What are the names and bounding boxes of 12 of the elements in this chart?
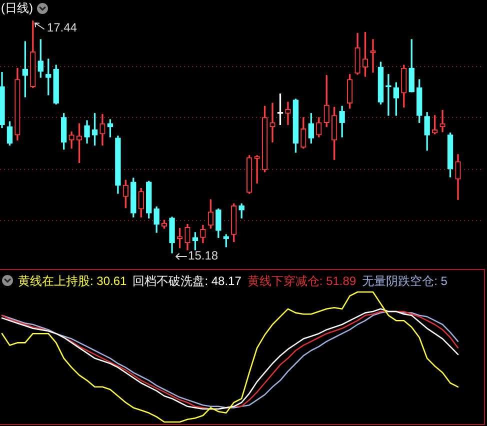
annotation: 17.44 <box>46 20 78 34</box>
annotation: 15.18 <box>188 248 218 262</box>
text: 无量阴跌空仓: 5 <box>362 274 448 288</box>
text: 黄线下穿减仓: 51.89 <box>247 274 356 288</box>
chart-title: (日线) <box>1 1 33 15</box>
candlestick <box>440 110 446 132</box>
text: 黄线在上持股: 30.61 <box>18 274 127 288</box>
candlestick <box>254 155 260 184</box>
text: 回档不破洗盘: 48.17 <box>132 274 242 288</box>
candlestick <box>285 102 291 126</box>
candlestick <box>270 102 276 142</box>
candlestick <box>386 74 392 116</box>
